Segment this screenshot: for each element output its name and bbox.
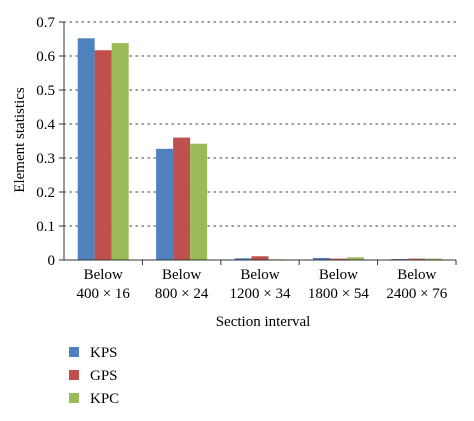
bar-kpc xyxy=(425,258,443,260)
y-tick-label: 0.2 xyxy=(36,185,55,201)
tick-labels: 0 0.1 0.2 0.3 0.4 0.5 0.6 0.7 Below 400 × 16 Below… xyxy=(36,15,448,302)
bar-gps xyxy=(173,137,191,260)
bar-gps xyxy=(251,256,269,260)
x-tick-label: Below xyxy=(319,267,358,283)
x-tick-label: 1800 × 54 xyxy=(308,286,369,302)
y-tick-label: 0.6 xyxy=(36,49,55,65)
bars xyxy=(77,38,443,260)
bar-kps xyxy=(77,38,95,260)
x-tick-label: 1200 × 34 xyxy=(230,286,291,302)
bar-kps xyxy=(234,258,252,260)
bar-kps xyxy=(312,257,330,260)
bar-gps xyxy=(329,258,347,260)
x-tick-label: Below xyxy=(240,267,279,283)
y-tick-label: 0.4 xyxy=(36,117,55,133)
bar-kpc xyxy=(346,257,364,260)
gridlines xyxy=(63,21,457,227)
legend: KPS GPS KPC xyxy=(69,345,119,407)
y-tick-label: 0.7 xyxy=(36,15,55,31)
legend-swatch-kpc xyxy=(69,393,79,403)
bar-kpc xyxy=(190,143,208,260)
y-axis-title: Element statistics xyxy=(12,87,28,193)
axes xyxy=(59,21,457,265)
x-axis-title: Section interval xyxy=(216,314,311,330)
legend-swatch-kps xyxy=(69,347,79,357)
y-tick-label: 0.1 xyxy=(36,219,55,235)
legend-swatch-gps xyxy=(69,370,79,380)
bar-gps xyxy=(94,50,112,260)
bar-kps xyxy=(156,148,174,260)
y-tick-label: 0 xyxy=(48,253,56,269)
x-tick-label: 400 × 16 xyxy=(76,286,130,302)
legend-label-gps: GPS xyxy=(90,368,118,384)
x-tick-label: Below xyxy=(84,267,123,283)
x-tick-label: 2400 × 76 xyxy=(386,286,447,302)
bar-gps xyxy=(408,258,426,260)
legend-label-kpc: KPC xyxy=(90,391,119,407)
x-tick-label: Below xyxy=(397,267,436,283)
bar-kps xyxy=(391,258,409,260)
x-tick-label: 800 × 24 xyxy=(155,286,209,302)
y-tick-label: 0.5 xyxy=(36,83,55,99)
bar-kpc xyxy=(111,43,129,260)
legend-label-kps: KPS xyxy=(90,345,118,361)
x-tick-label: Below xyxy=(162,267,201,283)
y-tick-label: 0.3 xyxy=(36,151,55,167)
